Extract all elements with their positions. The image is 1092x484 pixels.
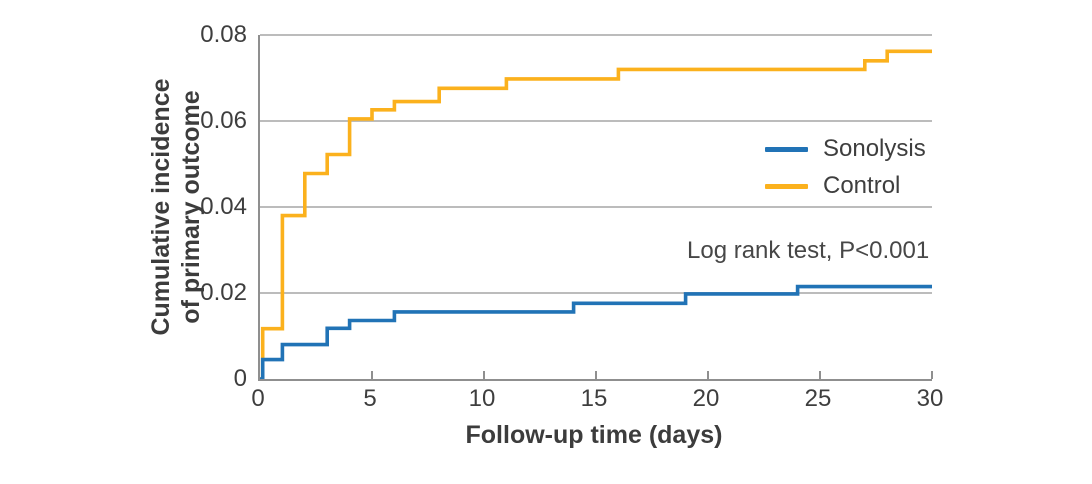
y-tick-label-0.08: 0.08 [200,21,247,48]
x-tick-label-30: 30 [916,385,944,412]
y-axis-title-line1: Cumulative incidence [146,78,175,336]
x-tick-mark-15 [595,371,597,379]
series-line-sonolysis [260,284,932,379]
control-line-swatch [765,183,808,189]
x-tick-mark-25 [819,371,821,379]
chart-plot-area [258,34,933,381]
log-rank-annotation: Log rank test, P<0.001 [687,237,930,264]
x-tick-label-25: 25 [804,385,832,412]
step-curves-canvas [260,49,932,379]
sonolysis-line-swatch [765,146,808,152]
y-tick-label-0.02: 0.02 [200,279,247,306]
gridline-y-0.04 [260,206,932,208]
x-tick-mark-30 [931,371,933,379]
x-tick-label-5: 5 [363,385,377,412]
legend-item-sonolysis: Sonolysis [765,137,926,161]
y-tick-label-0.06: 0.06 [200,107,247,134]
gridline-y-0.08 [260,34,932,36]
gridline-y-0.02 [260,292,932,294]
x-tick-label-10: 10 [468,385,496,412]
y-tick-label-0.04: 0.04 [200,193,247,220]
x-tick-label-15: 15 [580,385,608,412]
legend: Sonolysis Control [765,137,926,198]
legend-label-control: Control [823,172,901,199]
y-tick-label-0: 0 [233,365,247,392]
x-tick-mark-10 [483,371,485,379]
legend-item-control: Control [765,174,926,198]
gridline-y-0.06 [260,120,932,122]
x-tick-mark-20 [707,371,709,379]
series-line-control [260,49,932,379]
x-tick-mark-5 [371,371,373,379]
legend-label-sonolysis: Sonolysis [823,135,926,162]
x-axis-title: Follow-up time (days) [465,421,723,449]
x-tick-label-20: 20 [692,385,720,412]
x-tick-label-0: 0 [251,385,265,412]
